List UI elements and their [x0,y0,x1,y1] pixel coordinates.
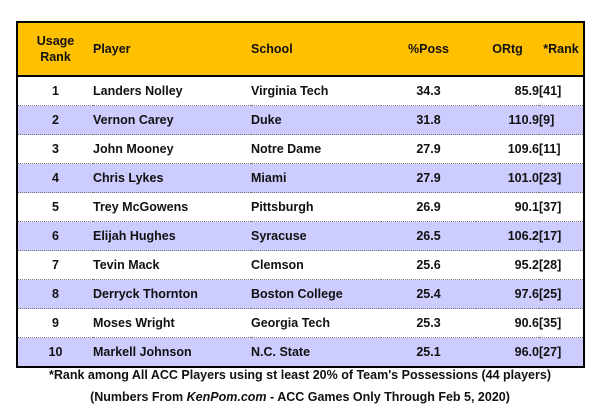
cell-school: Duke [251,105,381,135]
header-poss: %Poss [381,22,476,77]
cell-poss: 25.4 [381,279,476,309]
cell-school: Notre Dame [251,134,381,164]
cell-poss: 26.5 [381,221,476,251]
header-usage-rank-line2: Rank [40,50,71,64]
header-kenpom-rank: *Rank [539,22,584,77]
cell-kenpom-rank: [9] [539,105,584,135]
table-row: 1 Landers Nolley Virginia Tech 34.3 85.9 [41] [17,76,584,106]
cell-player: Moses Wright [93,308,251,338]
table-row: 6 Elijah Hughes Syracuse 26.5 106.2 [17] [17,221,584,251]
table-row: 4 Chris Lykes Miami 27.9 101.0 [23] [17,163,584,193]
header-school: School [251,22,381,77]
cell-poss: 25.6 [381,250,476,280]
cell-school: Pittsburgh [251,192,381,222]
cell-kenpom-rank: [35] [539,308,584,338]
cell-school: Syracuse [251,221,381,251]
cell-poss: 27.9 [381,134,476,164]
cell-poss: 31.8 [381,105,476,135]
cell-ortg: 106.2 [476,221,539,251]
cell-kenpom-rank: [11] [539,134,584,164]
cell-player: Chris Lykes [93,163,251,193]
cell-player: Tevin Mack [93,250,251,280]
cell-player: Trey McGowens [93,192,251,222]
source-prefix: (Numbers From [90,390,187,404]
cell-poss: 27.9 [381,163,476,193]
cell-ortg: 90.6 [476,308,539,338]
cell-player: Vernon Carey [93,105,251,135]
cell-player: Landers Nolley [93,76,251,106]
cell-kenpom-rank: [28] [539,250,584,280]
cell-school: Miami [251,163,381,193]
cell-ortg: 109.6 [476,134,539,164]
table-row: 9 Moses Wright Georgia Tech 25.3 90.6 [35] [17,308,584,338]
cell-ortg: 90.1 [476,192,539,222]
cell-poss: 25.3 [381,308,476,338]
table-row: 2 Vernon Carey Duke 31.8 110.9 [9] [17,105,584,135]
cell-kenpom-rank: [23] [539,163,584,193]
cell-kenpom-rank: [37] [539,192,584,222]
cell-school: Clemson [251,250,381,280]
header-usage-rank-line1: Usage [36,34,75,48]
cell-ortg: 110.9 [476,105,539,135]
cell-player: Elijah Hughes [93,221,251,251]
header-row: Usage Rank Player School %Poss ORtg *Ran… [17,22,584,77]
source-site: KenPom.com [186,390,267,404]
cell-poss: 25.1 [381,337,476,367]
cell-school: Virginia Tech [251,76,381,106]
cell-usage-rank: 1 [17,76,93,106]
cell-poss: 26.9 [381,192,476,222]
table-row: 5 Trey McGowens Pittsburgh 26.9 90.1 [37] [17,192,584,222]
cell-ortg: 101.0 [476,163,539,193]
cell-school: N.C. State [251,337,381,367]
table-row: 3 John Mooney Notre Dame 27.9 109.6 [11] [17,134,584,164]
cell-ortg: 85.9 [476,76,539,106]
cell-ortg: 95.2 [476,250,539,280]
header-player: Player [93,22,251,77]
cell-usage-rank: 3 [17,134,93,164]
table-row: 10 Markell Johnson N.C. State 25.1 96.0 [27] [17,337,584,367]
source-suffix: - ACC Games Only Through Feb 5, 2020) [266,390,510,404]
cell-kenpom-rank: [25] [539,279,584,309]
cell-poss: 34.3 [381,76,476,106]
cell-ortg: 97.6 [476,279,539,309]
cell-usage-rank: 9 [17,308,93,338]
cell-usage-rank: 10 [17,337,93,367]
cell-usage-rank: 4 [17,163,93,193]
cell-usage-rank: 7 [17,250,93,280]
cell-usage-rank: 5 [17,192,93,222]
table-row: 8 Derryck Thornton Boston College 25.4 97.6[… [17,279,584,309]
cell-usage-rank: 2 [17,105,93,135]
cell-ortg: 96.0 [476,337,539,367]
footnote: *Rank among All ACC Players using st lea… [48,368,551,382]
table-row: 7 Tevin Mack Clemson 25.6 95.2 [28] [17,250,584,280]
cell-kenpom-rank: [17] [539,221,584,251]
header-ortg: ORtg [476,22,539,77]
header-usage-rank: Usage Rank [17,22,93,77]
cell-player: Markell Johnson [93,337,251,367]
cell-school: Georgia Tech [251,308,381,338]
usage-rank-table: Usage Rank Player School %Poss ORtg *Ran… [16,21,585,368]
cell-usage-rank: 8 [17,279,93,309]
cell-player: John Mooney [93,134,251,164]
cell-kenpom-rank: [41] [539,76,584,106]
cell-player: Derryck Thornton [93,279,251,309]
cell-usage-rank: 6 [17,221,93,251]
source-note: (Numbers From KenPom.com - ACC Games Onl… [0,390,600,404]
cell-school: Boston College [251,279,381,309]
cell-kenpom-rank: [27] [539,337,584,367]
